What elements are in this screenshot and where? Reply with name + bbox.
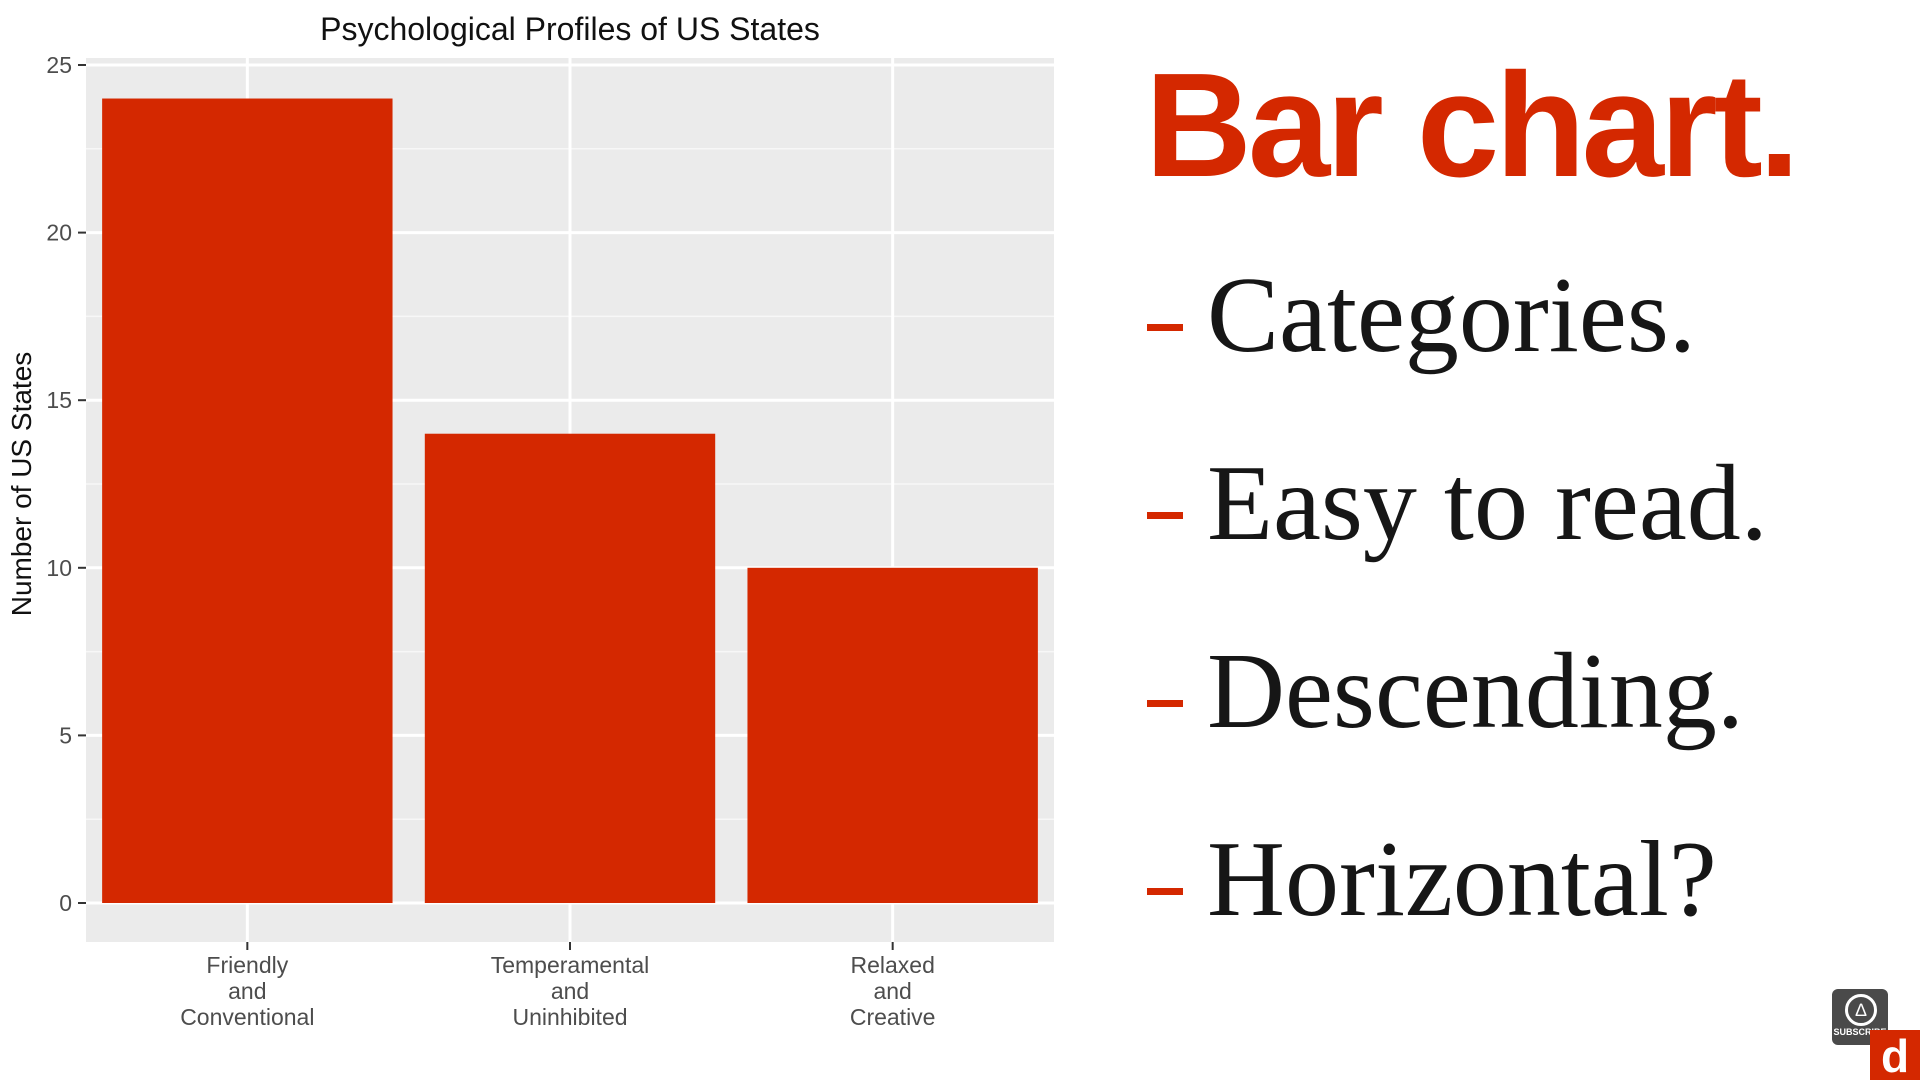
chart-title: Psychological Profiles of US States xyxy=(320,11,820,47)
y-tick-label: 5 xyxy=(59,722,72,748)
bullet-text: Easy to read. xyxy=(1207,444,1768,563)
y-axis-label: Number of US States xyxy=(6,352,37,617)
dash-marker xyxy=(1147,888,1183,895)
x-tick-label: Creative xyxy=(850,1004,936,1030)
x-tick-label: and xyxy=(873,978,911,1004)
x-tick-label: and xyxy=(228,978,266,1004)
flame-icon: ∆ xyxy=(1845,994,1877,1026)
y-tick-label: 10 xyxy=(46,555,72,581)
y-tick-label: 0 xyxy=(59,890,72,916)
x-tick-label: Temperamental xyxy=(491,952,650,978)
bullet-text: Horizontal? xyxy=(1207,820,1717,939)
bullet-point: Descending. xyxy=(1145,638,1905,826)
bar xyxy=(747,567,1038,903)
x-tick-label: Conventional xyxy=(180,1004,314,1030)
bar xyxy=(424,433,716,903)
y-tick-label: 20 xyxy=(46,220,72,246)
bullet-point: Categories. xyxy=(1145,262,1905,450)
bar-chart: 0510152025FriendlyandConventionalTempera… xyxy=(6,11,1054,1030)
y-tick-label: 25 xyxy=(46,52,72,78)
bullet-text: Categories. xyxy=(1207,256,1696,375)
bullet-point: Horizontal? xyxy=(1145,826,1905,1014)
dash-marker xyxy=(1147,512,1183,519)
bullet-list: Categories. Easy to read. Descending. Horiz… xyxy=(1145,262,1905,1014)
bar xyxy=(102,98,393,903)
x-tick-label: Relaxed xyxy=(850,952,934,978)
dash-marker xyxy=(1147,700,1183,707)
subscribe-label: SUBSCRIBE xyxy=(1833,1027,1887,1037)
brand-logo: d xyxy=(1870,1030,1920,1082)
x-tick-label: Uninhibited xyxy=(512,1004,627,1030)
x-tick-label: and xyxy=(551,978,589,1004)
bullet-text: Descending. xyxy=(1207,632,1744,751)
y-tick-label: 15 xyxy=(46,387,72,413)
dash-marker xyxy=(1147,324,1183,331)
x-tick-label: Friendly xyxy=(206,952,288,978)
bullet-point: Easy to read. xyxy=(1145,450,1905,638)
slide-heading: Bar chart. xyxy=(1145,43,1800,208)
